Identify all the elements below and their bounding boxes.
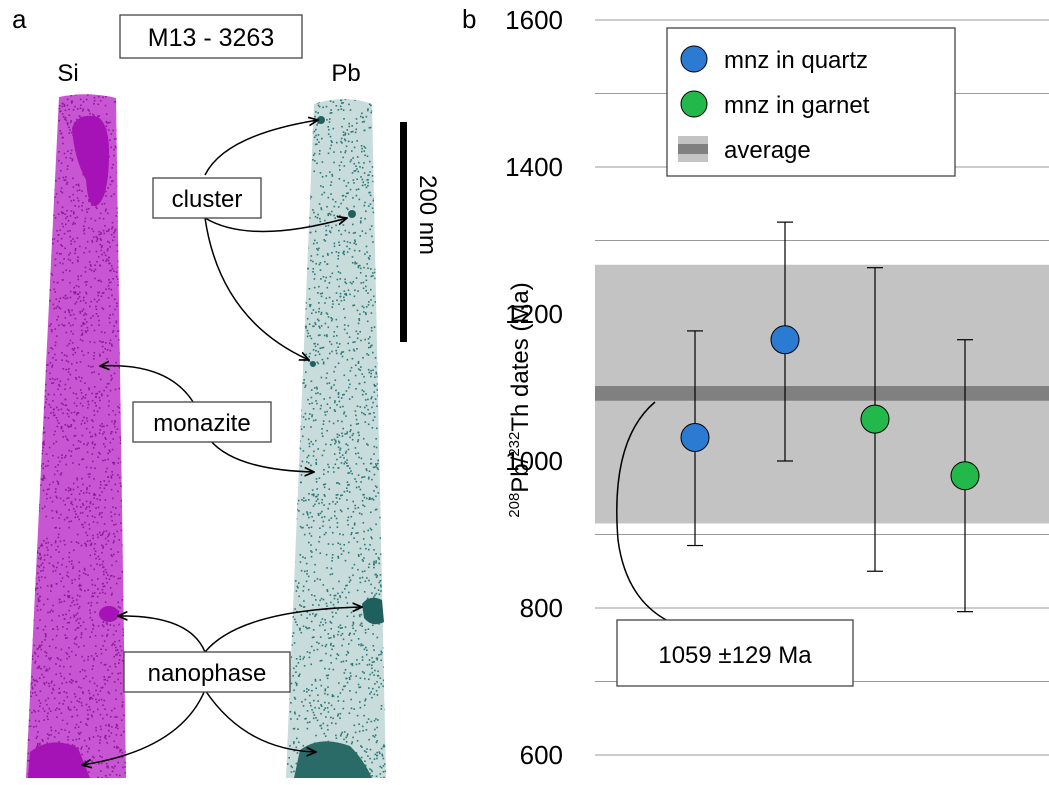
average-band: [595, 264, 1049, 524]
pb-cluster-3: [310, 361, 316, 367]
data-point: [860, 267, 890, 572]
y-axis-label-part1: Pb/: [507, 456, 534, 492]
y-axis-label-part2: Th dates (Ma): [507, 282, 534, 431]
data-point: [950, 339, 980, 613]
legend-box: [666, 27, 956, 177]
y-tick-label: 800: [520, 593, 563, 623]
y-tick-label: 1000: [505, 446, 563, 476]
si-column-label: Si: [57, 60, 78, 87]
scale-bar-label: 200 nm: [414, 175, 441, 255]
panel-b-letter: b: [462, 4, 476, 34]
pb-needle-body: [286, 99, 386, 778]
average-value-label: 1059 ±129 Ma: [658, 642, 812, 669]
pb-needle: [286, 99, 386, 778]
legend-marker-quartz: [680, 45, 708, 73]
y-tick-labels: 600 800 1000 1200 1400 1600: [505, 5, 563, 770]
y-axis-label: 208Pb/232Th dates (Ma): [506, 282, 534, 517]
y-tick-label: 1400: [505, 152, 563, 182]
y-tick-label: 600: [520, 740, 563, 770]
y-axis-label-sup2: 232: [506, 432, 523, 457]
panel-b-chart: b 600 800 1000 1200 1400 1600 208Pb/232Th dat…: [462, 4, 1049, 770]
arrow-cluster-1: [204, 120, 318, 176]
scale-bar: [400, 122, 407, 342]
arrow-cluster-3: [204, 217, 309, 360]
arrow-cluster-2: [204, 218, 347, 233]
data-points: [680, 221, 980, 613]
point-marker: [860, 404, 890, 434]
arrow-nano-si-large: [82, 689, 206, 765]
legend-label-garnet: mnz in garnet: [724, 92, 870, 119]
pb-cluster-2: [348, 210, 356, 218]
panel-a: a M13 - 3263 Si Pb 200 nm: [12, 4, 441, 778]
monazite-label-box: [132, 401, 272, 443]
sample-label-box: [119, 14, 303, 59]
y-axis-label-sup1: 208: [506, 493, 523, 518]
pb-cluster-1: [317, 116, 325, 124]
average-line: [595, 386, 1049, 401]
cluster-label-box: [152, 177, 262, 219]
nanophase-label-box: [123, 651, 291, 693]
si-nanophase-large: [28, 742, 90, 778]
pb-column-label: Pb: [331, 60, 360, 87]
arrow-monazite-pb: [209, 439, 314, 472]
panel-a-letter: a: [12, 4, 27, 34]
legend: mnz in quartz mnz in garnet average: [666, 27, 956, 177]
point-marker: [770, 325, 800, 355]
arrow-nano-pb-large: [204, 689, 316, 752]
monazite-label: monazite: [153, 410, 250, 437]
arrow-nano-si-small: [118, 616, 206, 653]
si-needle: [26, 94, 126, 778]
arrow-nano-pb-small: [204, 607, 362, 653]
point-marker: [950, 461, 980, 491]
y-tick-label: 1200: [505, 299, 563, 329]
nanophase-label: nanophase: [148, 660, 267, 687]
arrow-monazite-si: [100, 366, 196, 406]
pb-nanophase-small: [362, 597, 384, 625]
legend-label-quartz: mnz in quartz: [724, 47, 868, 74]
data-point: [770, 221, 800, 462]
legend-label-average: average: [724, 137, 811, 164]
sample-label: M13 - 3263: [148, 24, 274, 52]
point-marker: [680, 422, 710, 452]
legend-average-line: [678, 144, 708, 154]
cluster-label: cluster: [172, 186, 243, 213]
average-callout-line: [616, 401, 671, 623]
si-cluster: [72, 115, 110, 207]
y-tick-label: 1600: [505, 5, 563, 35]
legend-marker-garnet: [680, 90, 708, 118]
callout-arrows: [82, 120, 362, 765]
si-nanophase-small: [99, 606, 119, 622]
data-point: [680, 330, 710, 547]
average-value-box: [616, 619, 854, 687]
